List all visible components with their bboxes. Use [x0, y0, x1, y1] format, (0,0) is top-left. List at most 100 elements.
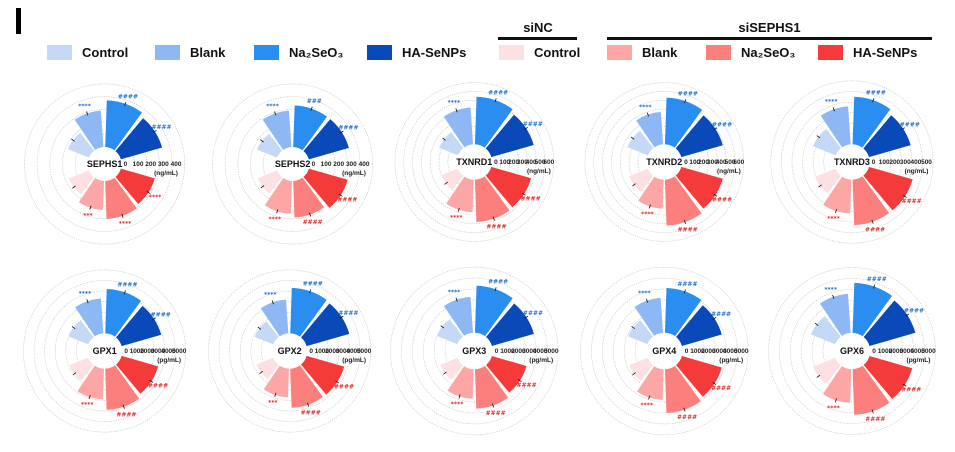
- error-bar: [683, 220, 687, 225]
- polar-chart-gpx4: **** #### #### **** #### #### GPX4 0 10002000300…: [580, 266, 749, 436]
- error-bar: [492, 216, 495, 221]
- red-bar-hasenps: [115, 168, 155, 205]
- error-bar: [713, 127, 718, 131]
- legend-swatch: [499, 44, 524, 60]
- grid-circle: [790, 289, 914, 413]
- significance-label: ####: [904, 308, 924, 315]
- blue-bar-hasenps: [485, 114, 534, 158]
- red-bar-blank: [638, 176, 664, 209]
- blue-bar-control: [437, 319, 464, 345]
- legend-label: Blank: [190, 44, 226, 60]
- center-hole: [87, 147, 122, 181]
- error-bar: [455, 297, 458, 302]
- axis-unit-label: (pg/mL): [157, 357, 181, 364]
- axis-unit-label: (ng/mL): [527, 168, 551, 175]
- grid-circle: [823, 133, 881, 191]
- grid-circle: [791, 101, 913, 223]
- significance-label: ####: [678, 91, 698, 98]
- significance-label: ****: [448, 100, 461, 107]
- error-bar: [442, 137, 446, 141]
- blue-bar-naseo: [105, 100, 143, 151]
- grid-circle: [580, 266, 749, 436]
- legend-item-red-ha-senps: HA-SeNPs: [818, 44, 917, 60]
- red-bar-naseo: [105, 177, 137, 219]
- error-bar: [712, 382, 717, 385]
- red-bar-control: [69, 357, 94, 381]
- red-bar-blank: [263, 365, 289, 398]
- significance-label: ####: [521, 196, 541, 203]
- gene-label: TXNRD1: [456, 157, 492, 167]
- grid-circle: [401, 277, 548, 425]
- red-bar-control: [441, 168, 464, 190]
- significance-label: ****: [451, 401, 464, 408]
- significance-label: ####: [711, 385, 731, 392]
- center-hole: [834, 144, 870, 180]
- significance-label: ****: [79, 291, 92, 298]
- error-bar: [86, 111, 89, 116]
- grid-circle: [262, 134, 323, 194]
- significance-label: ####: [486, 223, 506, 230]
- error-bar: [271, 300, 274, 305]
- blue-bar-blank: [634, 297, 664, 336]
- blue-bar-hasenps: [486, 303, 534, 346]
- axis-tick-label: 4000: [723, 348, 738, 355]
- blue-bar-hasenps: [676, 305, 722, 346]
- significance-label: ****: [448, 289, 461, 296]
- center-hole: [86, 333, 123, 369]
- red-bar-control: [256, 357, 279, 380]
- gene-label: SEPHS1: [87, 159, 123, 169]
- grid-circle: [237, 108, 348, 220]
- error-bar: [260, 139, 264, 143]
- significance-label: ****: [119, 220, 132, 227]
- error-bar: [517, 379, 522, 383]
- error-bar: [274, 111, 277, 116]
- grid-circle: [438, 126, 510, 198]
- axis-tick-label: 300: [707, 159, 718, 166]
- axis-unit-label: (ng/mL): [154, 170, 178, 177]
- blue-bar-hasenps: [115, 118, 163, 160]
- error-bar: [86, 299, 89, 304]
- gene-label: GPX1: [93, 346, 117, 356]
- axis-tick-label: 0: [872, 159, 876, 166]
- grid-circle: [447, 135, 502, 189]
- error-bar: [872, 98, 875, 103]
- blue-bar-naseo: [293, 105, 328, 151]
- significance-label: ####: [151, 124, 171, 131]
- gene-label: TXNRD3: [834, 157, 870, 167]
- axis-unit-label: (pg/mL): [529, 357, 553, 364]
- red-bar-blank: [823, 176, 852, 214]
- blue-bar-control: [257, 133, 283, 158]
- error-bar: [310, 106, 313, 111]
- legend-item-blue-blank: Blank: [155, 44, 225, 60]
- axis-tick-label: 600: [733, 159, 744, 166]
- axis-tick-label: 0: [495, 348, 499, 355]
- grid-circle: [394, 82, 554, 242]
- blue-bar-hasenps: [303, 119, 349, 160]
- error-bar: [72, 372, 77, 376]
- error-bar: [871, 219, 874, 224]
- significance-label: ####: [523, 121, 543, 128]
- center-hole: [456, 332, 493, 370]
- axis-tick-label: 600: [543, 159, 554, 166]
- error-bar: [871, 409, 874, 414]
- grid-circle: [24, 83, 185, 245]
- grid-circle: [390, 266, 559, 436]
- error-bar: [630, 136, 635, 140]
- grid-circle: [623, 310, 705, 392]
- error-bar: [72, 185, 76, 189]
- error-bar: [274, 392, 277, 397]
- axis-tick-label: 4000: [910, 348, 925, 355]
- red-bar-blank: [264, 177, 293, 214]
- red-bar-naseo: [474, 176, 510, 222]
- blue-bar-blank: [820, 106, 851, 148]
- axis-tick-label: 2000: [325, 348, 340, 355]
- significance-label: ####: [337, 197, 357, 204]
- axis-tick-label: 1000: [130, 348, 145, 355]
- gene-label: GPX4: [652, 346, 676, 356]
- blue-bar-hasenps: [300, 303, 350, 347]
- grid-circle: [54, 301, 155, 401]
- grid-circle: [770, 80, 934, 244]
- axis-tick-label: 2000: [889, 348, 904, 355]
- significance-label: ####: [486, 410, 506, 417]
- polar-chart-gpx2: **** #### #### *** #### #### GPX2 0 100020003000…: [208, 269, 372, 433]
